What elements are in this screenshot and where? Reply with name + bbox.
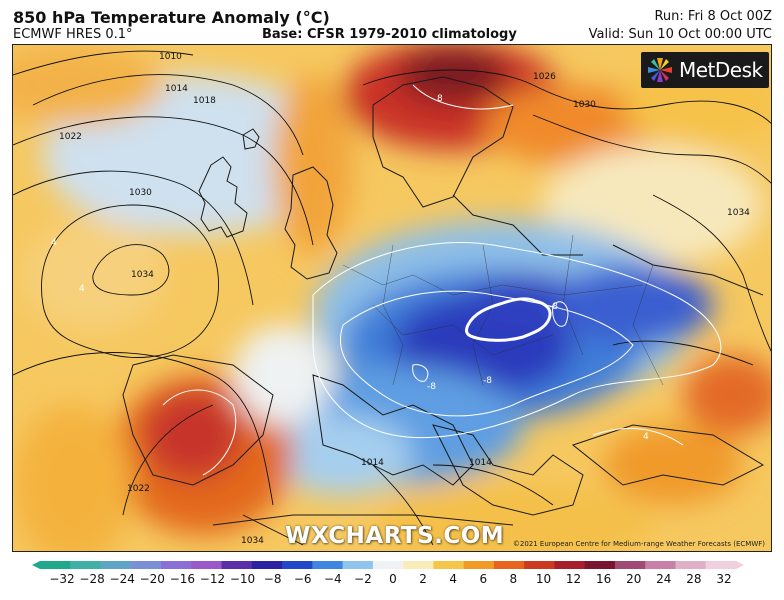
colorbar-tick-label: −16 xyxy=(169,572,196,586)
colorbar-tick-label: −6 xyxy=(293,572,312,586)
metdesk-logo: MetDesk xyxy=(641,52,769,88)
map-canvas: 1010 1014 1018 1022 1030 1034 1026 1030 … xyxy=(13,45,771,551)
colorbar-tick-label: −2 xyxy=(354,572,372,586)
colorbar-segment xyxy=(705,561,737,569)
colorbar-segment xyxy=(312,561,344,569)
anomaly-label: 4 xyxy=(79,284,85,294)
colorbar-tick-label: 8 xyxy=(509,572,518,586)
copyright-notice: ©2021 European Centre for Medium-range W… xyxy=(512,540,765,548)
colorbar-tick-label: 2 xyxy=(419,572,427,586)
colorbar-segment xyxy=(282,561,313,569)
colorbar-tick-label: 16 xyxy=(595,572,612,586)
highlighted-country-outline xyxy=(465,297,552,342)
anomaly-label: 8 xyxy=(437,94,443,104)
isobars xyxy=(13,50,771,546)
isobar-label: 1026 xyxy=(533,72,556,82)
colorbar-segment xyxy=(645,561,677,569)
colorbar-segment xyxy=(100,561,132,569)
colorbar-tick-label: 10 xyxy=(535,572,552,586)
colorbar-tick-label: 24 xyxy=(656,572,672,586)
isobar-label: 1034 xyxy=(131,270,154,280)
colorbar-tick-label: 20 xyxy=(626,572,642,586)
colorbar-segment xyxy=(463,561,495,569)
colorbar-segment xyxy=(554,561,586,569)
base-climatology-label: Base: CFSR 1979-2010 climatology xyxy=(262,27,517,42)
colorbar-tick-label: 4 xyxy=(449,572,457,586)
valid-time-label: Valid: Sun 10 Oct 00:00 UTC xyxy=(588,27,772,42)
colorbar-segment xyxy=(493,561,525,569)
anomaly-contours xyxy=(162,84,722,476)
isobar-label: 1014 xyxy=(361,458,384,468)
colorbar xyxy=(32,561,744,569)
header: 850 hPa Temperature Anomaly (°C) ECMWF H… xyxy=(0,0,784,44)
isobar-label: 1014 xyxy=(469,458,492,468)
anomaly-label: 4 xyxy=(51,238,57,248)
colorbar-segment xyxy=(614,561,646,569)
colorbar-segment xyxy=(161,561,192,569)
isobar-label: 1014 xyxy=(165,84,188,94)
colorbar-max-arrow xyxy=(736,561,744,569)
colorbar-segment xyxy=(251,561,283,569)
isobar-label: 1034 xyxy=(727,208,750,218)
isobar-label: 1010 xyxy=(159,52,182,62)
colorbar-segment xyxy=(221,561,253,569)
colorbar-segment xyxy=(342,561,374,569)
colorbar-segment xyxy=(130,561,162,569)
colorbar-segment xyxy=(403,561,434,569)
colorbar-segment xyxy=(40,561,71,569)
colorbar-tick-label: −24 xyxy=(109,572,135,586)
colorbar-segment xyxy=(433,561,465,569)
anomaly-label: -8 xyxy=(483,376,492,386)
isobar-label: 1022 xyxy=(127,484,150,494)
colorbar-tick-label: 28 xyxy=(686,572,702,586)
colorbar-tick-label: 0 xyxy=(389,572,397,586)
anomaly-field xyxy=(13,45,771,551)
anomaly-map[interactable]: 1010 1014 1018 1022 1030 1034 1026 1030 … xyxy=(12,44,772,552)
borders xyxy=(342,234,664,386)
colorbar-segment xyxy=(70,561,102,569)
colorbar-segment xyxy=(372,561,404,569)
isobar-label: 1034 xyxy=(241,536,264,546)
colorbar-tick-label: −4 xyxy=(323,572,342,586)
isobar-label: 1022 xyxy=(59,132,82,142)
map-title: 850 hPa Temperature Anomaly (°C) xyxy=(13,8,330,27)
colorbar-min-arrow xyxy=(32,561,40,569)
colorbar-tick-label: −12 xyxy=(199,572,226,586)
metdesk-logo-mark-icon xyxy=(648,58,672,82)
colorbar-segment xyxy=(524,561,556,569)
colorbar-gradient xyxy=(32,561,744,569)
colorbar-tick-label: −20 xyxy=(139,572,165,586)
colorbar-segment xyxy=(584,561,616,569)
anomaly-label: -8 xyxy=(427,382,436,392)
colorbar-segment xyxy=(191,561,223,569)
run-time-label: Run: Fri 8 Oct 00Z xyxy=(654,9,772,24)
isobar-label: 1030 xyxy=(573,100,596,110)
anomaly-label: 4 xyxy=(643,432,649,442)
logo-text: MetDesk xyxy=(679,58,763,82)
colorbar-tick-label: 6 xyxy=(479,572,488,586)
anomaly-label: -8 xyxy=(549,302,558,312)
isobar-label: 1030 xyxy=(129,188,152,198)
colorbar-tick-label: −28 xyxy=(79,572,105,586)
model-label: ECMWF HRES 0.1° xyxy=(13,27,133,42)
colorbar-tick-label: 12 xyxy=(565,572,582,586)
colorbar-tick-label: −8 xyxy=(263,572,282,586)
colorbar-segment xyxy=(675,561,707,569)
colorbar-tick-label: −10 xyxy=(229,572,256,586)
isobar-label: 1018 xyxy=(193,96,216,106)
colorbar-tick-label: −32 xyxy=(49,572,75,586)
isobar-labels: 1010 1014 1018 1022 1030 1034 1026 1030 … xyxy=(59,52,750,546)
watermark: WXCHARTS.COM xyxy=(285,523,505,549)
colorbar-tick-label: 32 xyxy=(716,572,732,586)
colorbar-ticks: −32 −28 −24 −20 −16 −12 −10 −8 −6 −4 −2 0 2 4 6 8 10 12 16… xyxy=(0,572,784,592)
anomaly-labels: 8 -8 -8 -8 4 4 4 xyxy=(51,94,649,442)
